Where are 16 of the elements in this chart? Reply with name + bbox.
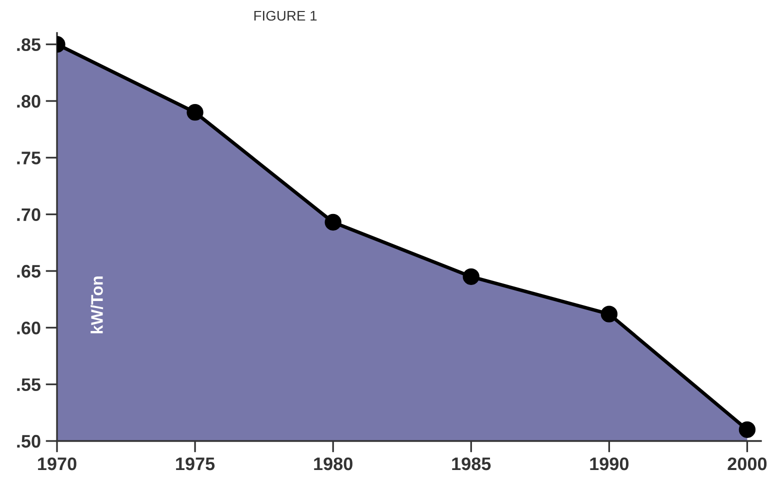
- y-tick-label: .60: [17, 322, 40, 334]
- y-axis-title: kW/Ton: [90, 276, 104, 334]
- y-tick-label: .75: [17, 152, 41, 164]
- y-tick-label: .55: [17, 378, 41, 392]
- x-tick-label: 1980: [314, 457, 352, 470]
- y-tick-label: .85: [17, 38, 41, 52]
- x-tick-label: 2000: [728, 457, 767, 470]
- y-tick-label: .50: [17, 434, 40, 448]
- y-tick-label: .65: [17, 264, 41, 278]
- chart-title: FIGURE 1: [254, 10, 317, 21]
- x-tick-label: 1990: [590, 457, 628, 470]
- x-tick-label: 1985: [452, 457, 491, 470]
- x-tick-label: 1975: [176, 457, 215, 470]
- x-tick-label: 1970: [38, 457, 76, 470]
- y-tick-label: .70: [17, 208, 40, 222]
- y-tick-label: .80: [17, 94, 40, 108]
